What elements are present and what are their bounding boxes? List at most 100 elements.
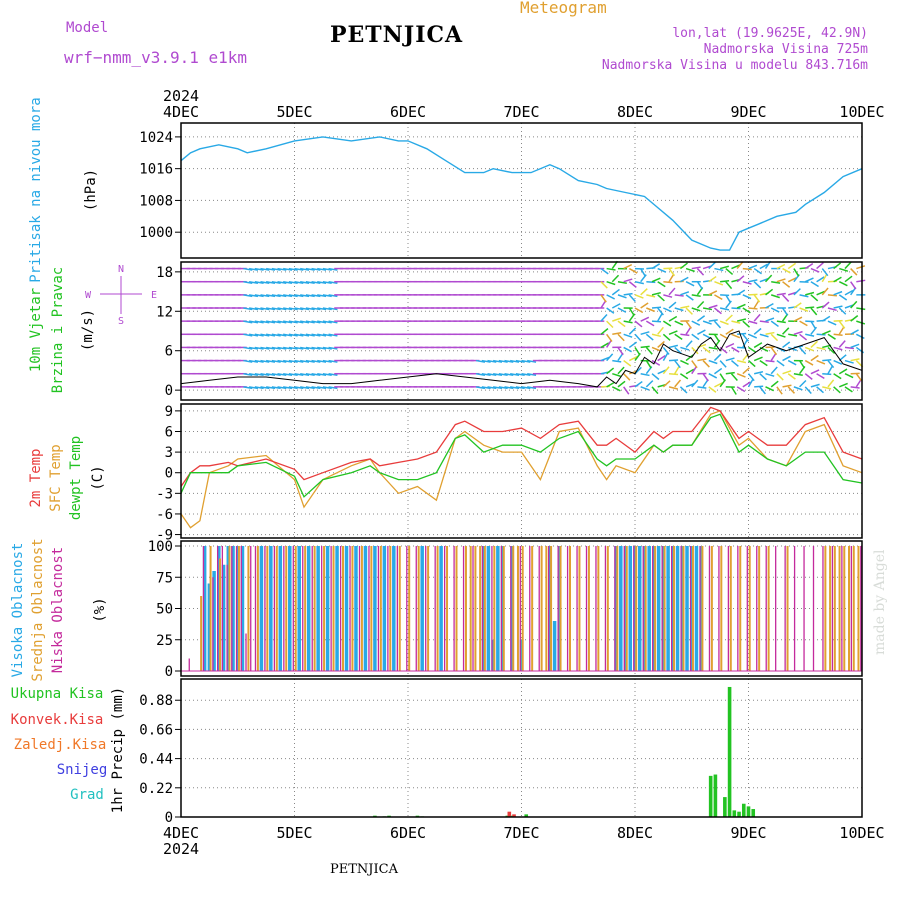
wind-barb: [731, 307, 741, 310]
wind-barb: [833, 290, 843, 296]
wind-barb: [294, 307, 304, 311]
wind-barb: [736, 303, 746, 309]
wind-barb: [810, 354, 819, 362]
wind-barb: [776, 386, 783, 395]
wind-barb: [674, 360, 681, 369]
wind-barb: [657, 369, 667, 375]
wind-barb: [611, 303, 621, 309]
wind-barb: [816, 346, 826, 351]
wind-barb: [748, 264, 758, 270]
wind-barb: [776, 373, 784, 381]
high-cloud-bar: [240, 546, 245, 671]
mid-cloud-axis-label: Srednja Oblacnost: [30, 538, 46, 681]
y-tick-label: 0: [165, 810, 173, 826]
mid-cloud-bar: [313, 546, 316, 671]
wind-barb: [821, 315, 831, 322]
wind-barb: [628, 267, 638, 274]
wind-barb: [798, 360, 806, 369]
y-tick-label: 9: [165, 404, 173, 420]
high-cloud-bar: [221, 564, 226, 671]
low-cloud-bar: [576, 546, 578, 671]
wind-barb: [300, 294, 310, 298]
wind-barb: [833, 386, 841, 394]
wind-barb: [487, 359, 497, 363]
low-cloud-bar: [212, 577, 214, 671]
wind-barb: [265, 280, 276, 285]
wind-barb: [600, 342, 610, 349]
wind-barb: [600, 294, 607, 303]
wind-barb: [685, 340, 693, 348]
time-tick-label-top: 4DEC: [163, 103, 199, 121]
high-cloud-bar: [212, 571, 216, 671]
mid-cloud-bar: [729, 546, 732, 671]
wind-barb: [322, 346, 332, 350]
high-cloud-bar: [217, 546, 221, 671]
high-cloud-bar: [306, 546, 311, 671]
wind-barb: [708, 319, 718, 322]
low-cloud-bar: [746, 546, 748, 671]
wind-barb: [730, 386, 737, 395]
wind-barb: [679, 373, 689, 380]
wind-barb: [827, 379, 835, 388]
mid-cloud-bar: [597, 546, 600, 671]
wind-barb: [793, 316, 803, 322]
precip-bar-0: [524, 814, 529, 817]
low-cloud-bar: [462, 546, 465, 671]
wind-barb: [708, 359, 718, 365]
mid-cloud-bar: [540, 546, 543, 671]
high-cloud-bar: [226, 546, 231, 671]
y-tick-label: 100: [148, 539, 173, 555]
wind-barb: [288, 359, 298, 363]
mid-cloud-bar: [739, 546, 742, 671]
wind-barb: [311, 267, 321, 271]
wind-barb: [737, 332, 747, 336]
mid-cloud-bar: [625, 546, 628, 671]
precip-bar-0: [723, 797, 727, 817]
wind-barb: [810, 307, 818, 316]
wind-barb: [260, 346, 270, 350]
wind-barb: [844, 275, 853, 283]
wind-barb: [844, 373, 854, 379]
wind-barb: [850, 315, 859, 322]
wind-barb: [657, 326, 664, 335]
wind-barb: [685, 281, 695, 287]
wind-barb: [645, 346, 653, 355]
wind-barb: [254, 372, 264, 377]
wind-barb: [271, 294, 281, 298]
wind-barb: [816, 276, 825, 283]
wind-barb: [736, 373, 746, 378]
wind-barb: [805, 306, 815, 309]
wind-barb: [288, 307, 298, 311]
wind-barb: [679, 262, 688, 270]
low-cloud-bar: [699, 546, 701, 671]
wind-unit-label: (m/s): [80, 309, 96, 351]
wind-barb: [799, 379, 807, 388]
wind-barb: [623, 386, 630, 395]
wind-barb: [776, 320, 786, 324]
wind-barb: [243, 307, 253, 311]
mid-cloud-bar: [464, 546, 467, 671]
mid-cloud-bar: [682, 546, 685, 671]
low-cloud-bar: [860, 546, 862, 671]
low-cloud-bar: [670, 546, 673, 671]
wind-barb: [821, 268, 829, 277]
mid-cloud-bar: [578, 546, 581, 671]
wind-barb: [623, 320, 633, 324]
wind-barb: [248, 307, 259, 311]
y-tick-label: -9: [156, 528, 173, 544]
wind-barb: [628, 307, 635, 316]
wind-barb: [305, 359, 315, 363]
wind-barb: [612, 331, 622, 336]
wind-barb: [753, 267, 762, 275]
high-cloud-bar: [500, 546, 505, 671]
wind-barb: [668, 330, 678, 335]
low-cloud-bar: [500, 546, 503, 671]
low-cloud-bar: [216, 546, 219, 671]
high-cloud-bar: [491, 639, 495, 671]
wind-barb: [243, 359, 253, 363]
wind-barb: [277, 294, 287, 298]
wind-barb: [623, 263, 633, 270]
wind-barb: [611, 274, 620, 283]
page-title: PETNJICA: [330, 22, 464, 48]
wind-barb: [770, 333, 779, 342]
